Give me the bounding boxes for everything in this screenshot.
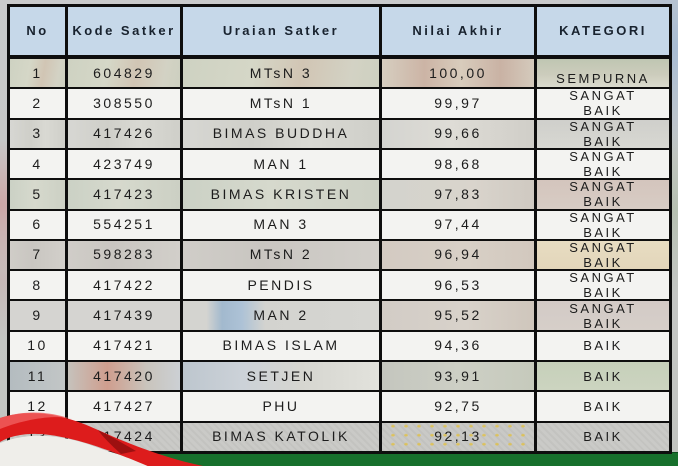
cell-uraian: BIMAS KATOLIK xyxy=(183,422,379,451)
cell-no: 2 xyxy=(10,89,65,118)
cell-kategori: BAIK xyxy=(537,362,669,391)
cell-kategori: BAIK xyxy=(537,331,669,361)
cell-nilai: 100,00 xyxy=(382,59,534,88)
cell-nilai: 98,68 xyxy=(382,149,534,179)
cell-no: 10 xyxy=(10,331,65,361)
cell-nilai: 94,36 xyxy=(382,331,534,361)
cell-nilai: 92,13 xyxy=(382,422,534,451)
cell-nilai: 97,83 xyxy=(382,180,534,209)
red-ribbon-decoration xyxy=(0,412,204,466)
cell-kategori: BAIK xyxy=(537,422,669,451)
col-header-kode: Kode Satker xyxy=(68,7,180,57)
cell-kode: 417422 xyxy=(68,271,180,300)
cell-kode: 604829 xyxy=(68,59,180,88)
cell-nilai: 93,91 xyxy=(382,362,534,391)
cell-uraian: MAN 2 xyxy=(183,301,379,330)
cell-kode: 417439 xyxy=(68,301,180,330)
cell-kode: 417427 xyxy=(68,392,180,421)
cell-uraian: BIMAS KRISTEN xyxy=(183,180,379,209)
cell-no: 9 xyxy=(10,301,65,330)
col-header-nilai: Nilai Akhir xyxy=(382,7,534,57)
cell-nilai: 96,94 xyxy=(382,240,534,270)
cell-kategori: SANGAT BAIK xyxy=(537,180,669,209)
cell-kategori: SANGAT BAIK xyxy=(537,149,669,179)
cell-kategori: SANGAT BAIK xyxy=(537,240,669,270)
cell-uraian: BIMAS ISLAM xyxy=(183,331,379,361)
cell-uraian: MTsN 3 xyxy=(183,59,379,88)
cell-uraian: MTsN 1 xyxy=(183,89,379,118)
cell-no: 5 xyxy=(10,180,65,209)
cell-kode: 308550 xyxy=(68,89,180,118)
cell-uraian: MAN 3 xyxy=(183,210,379,239)
cell-uraian: PHU xyxy=(183,392,379,421)
cell-no: 6 xyxy=(10,210,65,239)
col-header-no: No xyxy=(10,7,65,57)
cell-kategori: SANGAT BAIK xyxy=(537,210,669,239)
cell-nilai: 95,52 xyxy=(382,301,534,330)
cell-uraian: BIMAS BUDDHA xyxy=(183,119,379,148)
cell-nilai: 97,44 xyxy=(382,210,534,239)
cell-nilai: 99,66 xyxy=(382,119,534,148)
cell-no: 11 xyxy=(10,362,65,391)
cell-kategori: BAIK xyxy=(537,392,669,421)
cell-kode: 423749 xyxy=(68,149,180,179)
cell-kode: 417423 xyxy=(68,180,180,209)
cell-kode: 554251 xyxy=(68,210,180,239)
cell-kode: 417420 xyxy=(68,362,180,391)
cell-no: 8 xyxy=(10,271,65,300)
cell-uraian: MAN 1 xyxy=(183,149,379,179)
cell-kode: 417426 xyxy=(68,119,180,148)
cell-uraian: SETJEN xyxy=(183,362,379,391)
cell-kode: 417421 xyxy=(68,331,180,361)
cell-no: 7 xyxy=(10,240,65,270)
ranking-table: No Kode Satker Uraian Satker Nilai Akhir… xyxy=(7,4,672,454)
col-header-uraian: Uraian Satker xyxy=(183,7,379,57)
cell-nilai: 99,97 xyxy=(382,89,534,118)
cell-kategori: SEMPURNA xyxy=(537,59,669,88)
cell-nilai: 92,75 xyxy=(382,392,534,421)
cell-kategori: SANGAT BAIK xyxy=(537,301,669,330)
cell-kode: 598283 xyxy=(68,240,180,270)
cell-kategori: SANGAT BAIK xyxy=(537,271,669,300)
col-header-kategori: KATEGORI xyxy=(537,7,669,57)
cell-nilai: 96,53 xyxy=(382,271,534,300)
cell-uraian: PENDIS xyxy=(183,271,379,300)
cell-kategori: SANGAT BAIK xyxy=(537,89,669,118)
cell-no: 4 xyxy=(10,149,65,179)
cell-no: 1 xyxy=(10,59,65,88)
cell-kategori: SANGAT BAIK xyxy=(537,119,669,148)
cell-no: 3 xyxy=(10,119,65,148)
cell-uraian: MTsN 2 xyxy=(183,240,379,270)
